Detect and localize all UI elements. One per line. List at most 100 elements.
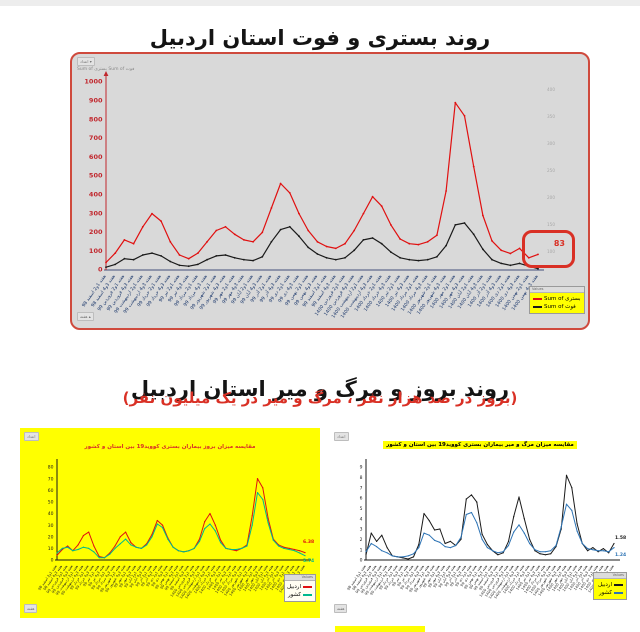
series-marker [125,531,127,533]
series-marker [283,546,285,548]
series-marker [293,550,295,552]
cropped-next-row-highlight [335,626,425,632]
series-marker [408,242,411,245]
series-marker [465,498,467,500]
series-marker [444,546,446,548]
incidence-chart-title: مقایسه میزان بروز بیماران بستری کووید19 … [84,444,256,450]
series-marker [481,533,483,535]
series-marker [178,264,181,267]
series-marker [67,545,69,547]
y-axis-tick: 80 [48,465,54,471]
series-marker [272,539,274,541]
series-marker [77,548,79,551]
series-marker [299,552,301,554]
series-marker [576,523,578,525]
series-line [56,492,306,559]
series-marker [161,524,164,526]
series-marker [279,228,282,231]
series-marker [436,255,438,258]
series-marker [88,547,90,549]
series-marker [523,532,525,534]
series-marker [399,238,401,240]
series-marker [365,551,367,553]
series-marker [198,540,201,542]
series-marker [220,542,222,544]
series-marker [445,190,447,192]
series-marker [262,498,264,501]
chart-legend: Values اردبیل کشور [593,572,627,600]
series-marker [262,487,264,489]
country-end-value: 1.24 [615,553,627,558]
series-marker [402,557,404,559]
series-marker [215,229,218,232]
series-marker [472,233,475,236]
secondary-y-tick: 350 [547,114,555,119]
series-marker [491,258,493,261]
series-marker [434,539,436,541]
series-marker [243,239,245,241]
y-axis-tick: 2 [360,537,363,543]
legend-label: Sum of بستری [544,296,581,302]
series-marker [470,494,473,496]
series-marker [193,547,195,549]
series-marker [220,539,222,541]
series-marker [344,242,346,245]
blue-line-marker-icon [614,592,623,594]
series-marker [362,239,365,241]
series-marker [608,551,610,553]
latest-value-label: 83 [553,239,565,248]
series-marker [209,523,211,525]
series-marker [224,254,227,256]
y-axis-tick: 1 [360,547,363,553]
legend-item-country: کشور [288,591,312,599]
series-marker [500,262,503,265]
series-marker [334,258,337,261]
series-marker [230,548,232,551]
series-marker [497,554,499,556]
series-marker [353,249,356,252]
series-marker [492,550,494,552]
y-axis-tick: 500 [89,172,103,180]
series-marker [460,538,462,540]
series-marker [256,492,259,494]
series-marker [370,542,372,545]
series-marker [288,548,290,551]
legend-item-fot: Sum of فوت [533,303,581,311]
series-marker [270,207,273,209]
series-marker [177,550,179,552]
series-marker [123,239,126,241]
series-marker [304,555,306,557]
series-marker [98,557,100,559]
incidence-chart: مقایسه میزان بروز بیماران بستری کووید19 … [20,428,320,618]
secondary-y-tick: 200 [547,195,555,200]
secondary-y-tick: 100 [547,249,555,254]
secondary-y-tick: 250 [547,168,555,173]
series-marker [470,511,473,514]
series-marker [288,192,291,194]
series-marker [353,229,356,232]
series-marker [423,532,425,534]
series-marker [481,538,483,540]
series-marker [235,548,237,551]
series-marker [380,242,383,245]
legend-header: Values [594,573,626,579]
series-marker [534,550,536,552]
series-marker [529,542,531,545]
series-line [105,102,539,263]
series-marker [529,538,531,540]
series-marker [454,224,457,226]
y-axis-tick: 800 [89,115,103,123]
secondary-y-tick: 150 [547,222,555,227]
y-axis-tick: 30 [48,523,54,529]
pivot-filter-chip: اعداد [24,432,39,441]
series-marker [486,547,488,549]
series-line [105,222,539,270]
y-axis-tick: 10 [48,546,54,552]
y-axis-tick: 900 [89,97,103,105]
series-marker [160,220,162,223]
legend-label: Sum of فوت [544,304,576,310]
mortality-chart: مقایسه میزان مرگ و میر بیماران بستری کوو… [330,428,630,618]
series-marker [390,251,392,254]
series-marker [497,552,499,554]
series-marker [412,556,415,558]
